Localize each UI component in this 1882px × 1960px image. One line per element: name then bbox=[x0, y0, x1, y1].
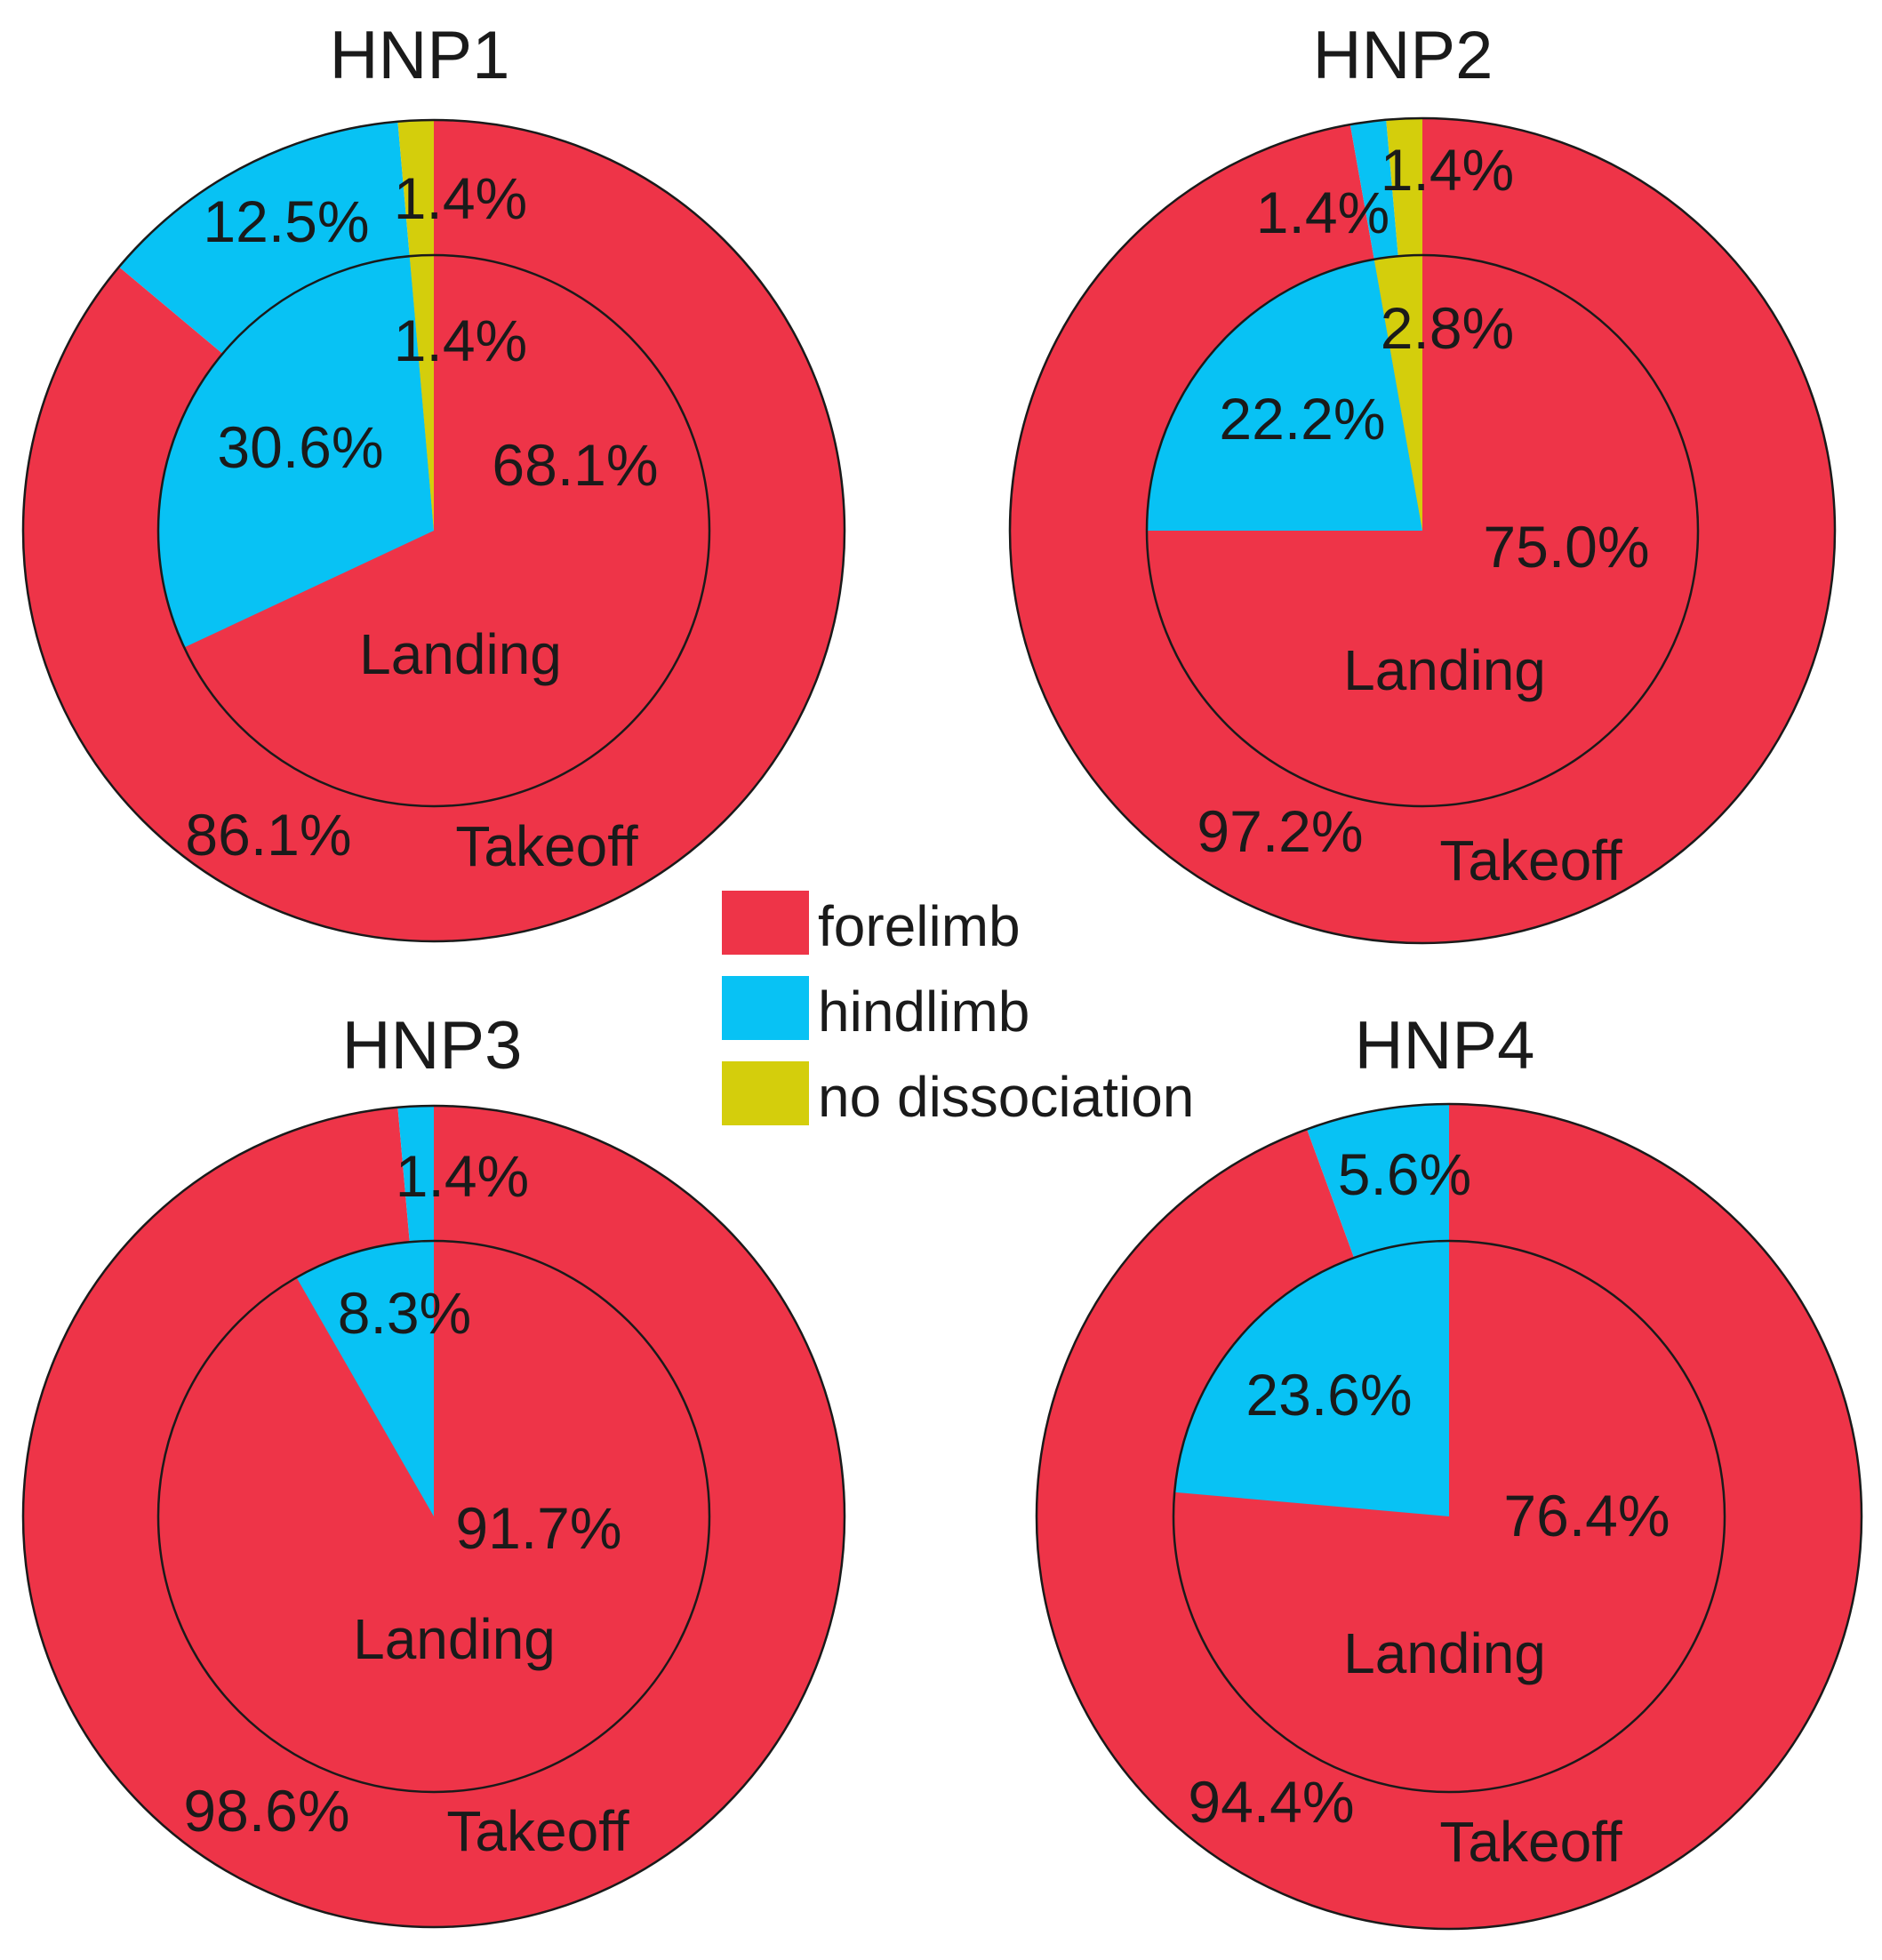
landing-ring-outline bbox=[156, 253, 711, 808]
pct-label-landing-forelimb: 91.7% bbox=[455, 1495, 621, 1561]
pct-label-landing-hindlimb: 23.6% bbox=[1245, 1362, 1412, 1428]
landing-wedge-no-dissociation bbox=[409, 255, 434, 531]
pct-label-landing-no-dissociation: 2.8% bbox=[1381, 295, 1514, 361]
pct-label-takeoff-forelimb: 86.1% bbox=[185, 802, 351, 868]
takeoff-ring-outline bbox=[21, 118, 846, 943]
pie-panel-hnp3: HNP3 91.7% 8.3% 98.6% 1.4% Landing Takeo… bbox=[21, 1008, 846, 1929]
landing-wedge-forelimb bbox=[158, 1241, 710, 1792]
pie-wedges bbox=[1035, 1102, 1863, 1931]
pct-label-landing-forelimb: 68.1% bbox=[492, 432, 658, 498]
legend-label-forelimb: forelimb bbox=[818, 894, 1021, 958]
landing-ring-outline bbox=[1145, 253, 1700, 808]
pct-label-takeoff-forelimb: 98.6% bbox=[183, 1778, 349, 1844]
pct-label-landing-no-dissociation: 1.4% bbox=[394, 308, 527, 373]
pie-wedges bbox=[1008, 116, 1837, 945]
pct-label-landing-hindlimb: 8.3% bbox=[338, 1280, 471, 1346]
landing-wedge-forelimb bbox=[1173, 1240, 1726, 1792]
landing-wedge-hindlimb bbox=[1174, 1241, 1449, 1516]
inner-ring-label: Landing bbox=[1343, 638, 1546, 702]
pct-label-takeoff-forelimb: 94.4% bbox=[1188, 1769, 1354, 1835]
pct-label-takeoff-hindlimb: 1.4% bbox=[1256, 180, 1389, 245]
outer-ring-label: Takeoff bbox=[1439, 828, 1622, 892]
chart-title: HNP2 bbox=[1313, 18, 1494, 93]
landing-wedge-hindlimb bbox=[1147, 259, 1422, 531]
outer-ring-label: Takeoff bbox=[455, 814, 637, 878]
pie-wedges bbox=[21, 1104, 846, 1929]
inner-ring-label: Landing bbox=[1343, 1621, 1546, 1685]
pct-label-landing-hindlimb: 30.6% bbox=[217, 414, 383, 480]
chart-title: HNP4 bbox=[1355, 1008, 1535, 1084]
landing-ring-outline bbox=[156, 1239, 711, 1794]
outer-ring-label: Takeoff bbox=[1439, 1810, 1622, 1874]
pie-panel-hnp4: HNP4 76.4% 23.6% 94.4% 5.6% Landing Take… bbox=[1035, 1008, 1863, 1931]
pct-label-takeoff-no-dissociation: 1.4% bbox=[394, 165, 527, 231]
chart-title: HNP1 bbox=[330, 18, 510, 93]
chart-title: HNP3 bbox=[342, 1008, 523, 1084]
legend-swatch-forelimb bbox=[722, 891, 809, 955]
pct-label-takeoff-hindlimb: 1.4% bbox=[396, 1143, 529, 1209]
pie-wedges bbox=[21, 118, 846, 943]
landing-wedge-forelimb bbox=[184, 255, 710, 807]
pct-label-landing-forelimb: 75.0% bbox=[1483, 514, 1649, 580]
legend-label-hindlimb: hindlimb bbox=[818, 980, 1029, 1044]
landing-wedge-hindlimb bbox=[296, 1241, 434, 1516]
pct-label-takeoff-hindlimb: 5.6% bbox=[1338, 1141, 1471, 1207]
pie-panel-hnp1: HNP1 68.1% 30.6% 1.4% 86.1% 12.5% 1.4% L… bbox=[21, 18, 846, 943]
landing-wedge-no-dissociation bbox=[1373, 255, 1422, 531]
pct-label-landing-hindlimb: 22.2% bbox=[1219, 386, 1385, 452]
inner-ring-label: Landing bbox=[359, 622, 562, 686]
legend: forelimb hindlimb no dissociation bbox=[722, 891, 1194, 1129]
takeoff-ring-outline bbox=[1035, 1102, 1863, 1931]
takeoff-ring-outline bbox=[21, 1104, 846, 1929]
legend-swatch-hindlimb bbox=[722, 976, 809, 1040]
landing-wedge-hindlimb bbox=[158, 256, 434, 648]
pct-label-takeoff-hindlimb: 12.5% bbox=[203, 188, 369, 254]
pct-label-takeoff-forelimb: 97.2% bbox=[1197, 798, 1363, 864]
legend-swatch-no-dissociation bbox=[722, 1061, 809, 1125]
inner-ring-label: Landing bbox=[353, 1607, 556, 1671]
legend-label-no-dissociation: no dissociation bbox=[818, 1065, 1194, 1129]
pct-label-takeoff-no-dissociation: 1.4% bbox=[1381, 137, 1514, 203]
pct-label-landing-forelimb: 76.4% bbox=[1503, 1483, 1670, 1548]
outer-ring-label: Takeoff bbox=[446, 1799, 629, 1863]
landing-ring-outline bbox=[1172, 1239, 1726, 1794]
pie-panel-hnp2: HNP2 75.0% 22.2% 2.8% 97.2% 1.4% 1.4% La… bbox=[1008, 18, 1837, 945]
takeoff-ring-outline bbox=[1008, 116, 1837, 945]
